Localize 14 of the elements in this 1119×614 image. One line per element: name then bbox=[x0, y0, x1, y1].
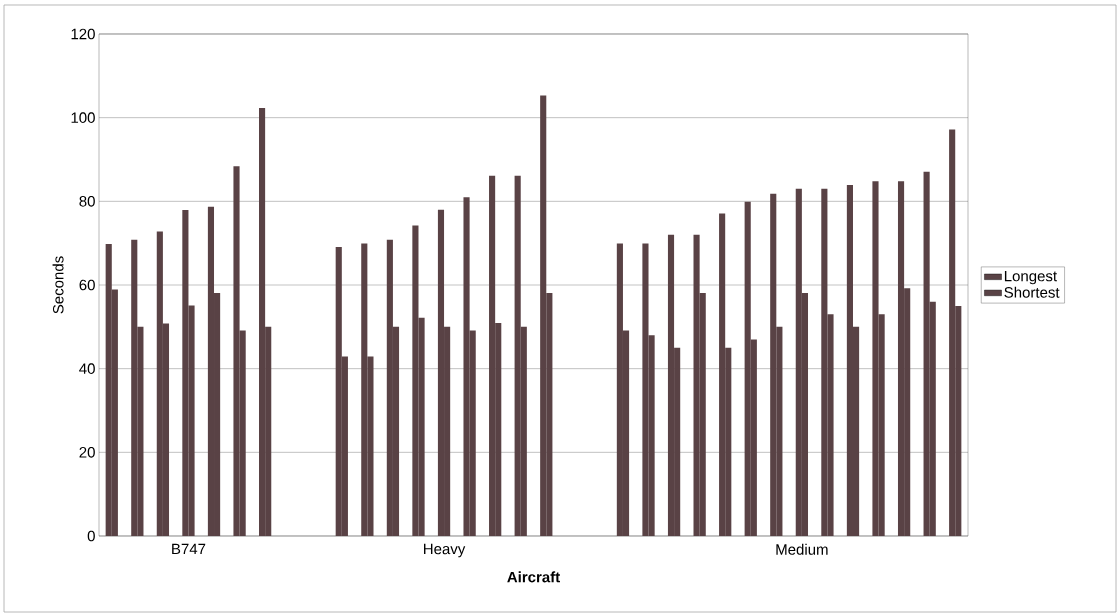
legend-label: Longest bbox=[1004, 270, 1057, 285]
y-tick-label: 100 bbox=[71, 112, 95, 123]
legend-label: Shortest bbox=[1004, 286, 1060, 298]
x-tick-label: Medium bbox=[776, 543, 828, 555]
y-tick-label: 60 bbox=[79, 279, 95, 291]
y-tick-label: 80 bbox=[79, 196, 95, 207]
y-tick-label: 20 bbox=[79, 447, 95, 458]
y-axis-title: Seconds bbox=[52, 256, 64, 314]
x-axis-title: Aircraft bbox=[507, 571, 560, 583]
y-tick-label: 120 bbox=[71, 28, 95, 40]
y-tick-label: 0 bbox=[87, 530, 95, 542]
x-tick-label: B747 bbox=[172, 543, 206, 555]
y-tick-label: 40 bbox=[79, 363, 95, 374]
x-tick-label: Heavy bbox=[424, 543, 466, 558]
